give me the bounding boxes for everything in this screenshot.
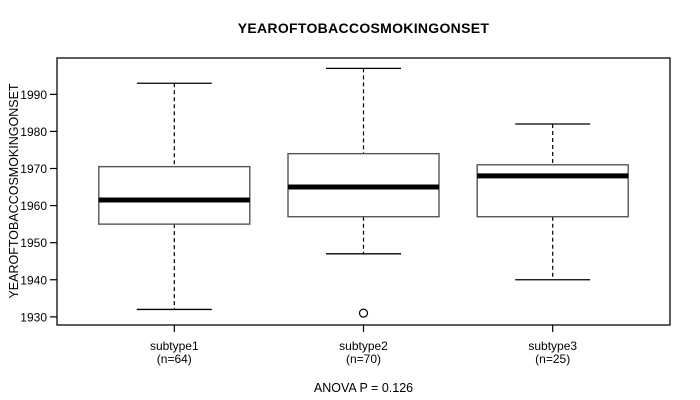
y-tick-label: 1930 xyxy=(20,310,47,324)
y-tick-label: 1980 xyxy=(20,125,47,139)
x-category-sublabel: (n=25) xyxy=(535,352,570,366)
y-tick-label: 1960 xyxy=(20,199,47,213)
anova-annotation: ANOVA P = 0.126 xyxy=(313,381,414,395)
outlier-point xyxy=(358,308,369,318)
iqr-box xyxy=(98,165,251,225)
boxplot-group-subtype2: subtype2(n=70) xyxy=(287,67,440,366)
y-tick-label: 1970 xyxy=(20,162,47,176)
boxplot-group-subtype1: subtype1(n=64) xyxy=(98,82,251,366)
x-category-label: subtype2 xyxy=(339,339,388,353)
x-category-sublabel: (n=64) xyxy=(157,352,192,366)
x-category-label: subtype1 xyxy=(150,339,199,353)
chart-title: YEAROFTOBACCOSMOKINGONSET xyxy=(237,20,490,36)
x-category-sublabel: (n=70) xyxy=(346,352,381,366)
y-tick-label: 1990 xyxy=(20,88,47,102)
boxplot-group-subtype3: subtype3(n=25) xyxy=(476,123,629,366)
iqr-box xyxy=(476,164,629,218)
y-tick-label: 1950 xyxy=(20,236,47,250)
x-category-label: subtype3 xyxy=(528,339,577,353)
y-tick-label: 1940 xyxy=(20,273,47,287)
